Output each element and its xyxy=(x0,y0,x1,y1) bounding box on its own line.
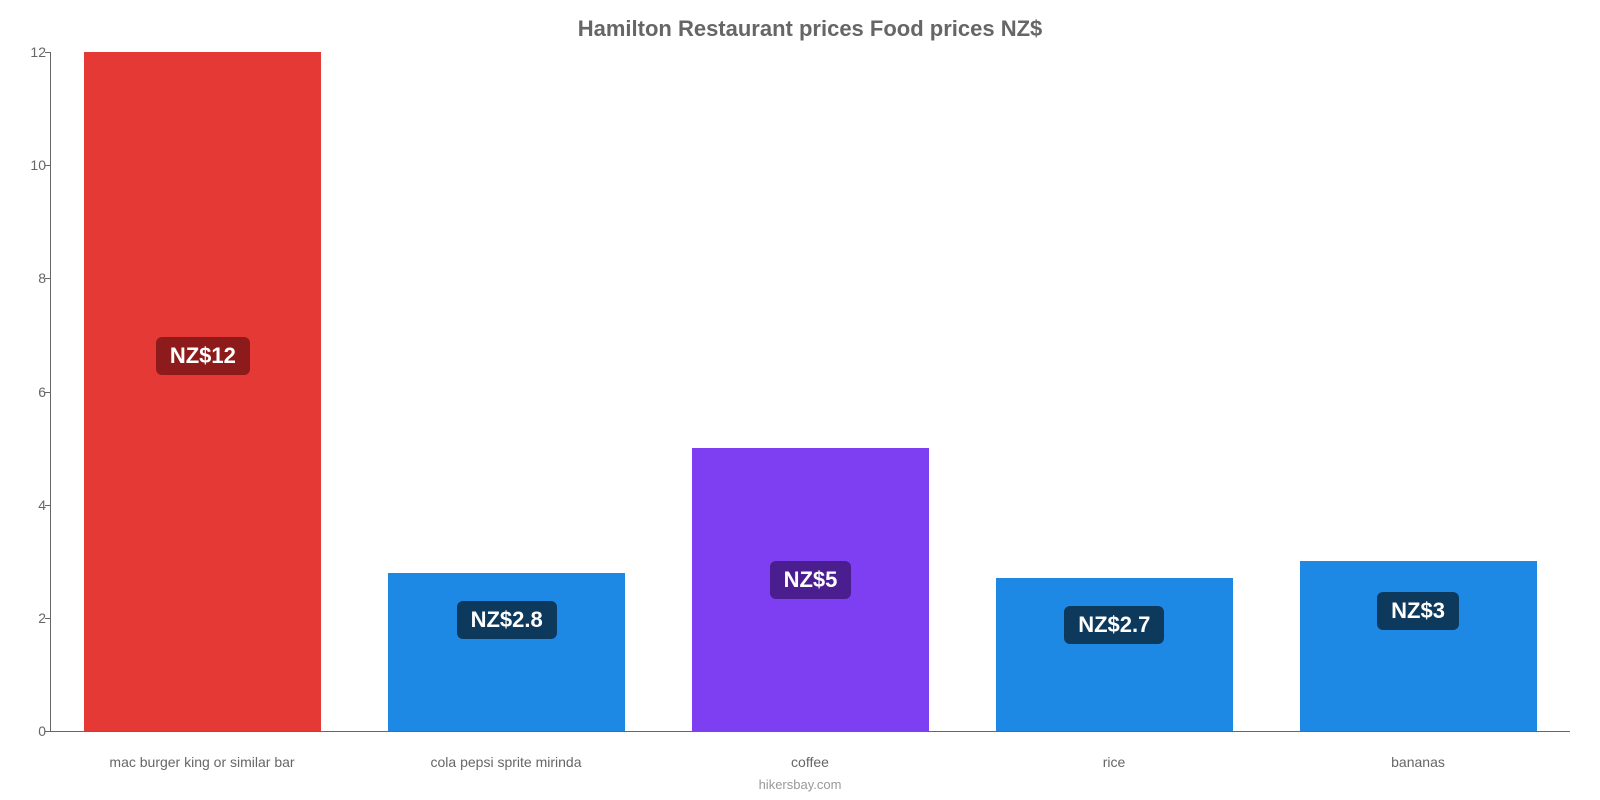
x-tick-label: coffee xyxy=(658,754,962,770)
y-tick-label: 12 xyxy=(11,44,46,60)
y-tick-label: 8 xyxy=(11,270,46,286)
y-tick-mark xyxy=(45,505,51,506)
bar-value-label: NZ$2.8 xyxy=(457,601,557,639)
bar-value-label: NZ$5 xyxy=(770,561,852,599)
bar-slot: NZ$2.7 xyxy=(962,52,1266,731)
bar: NZ$2.8 xyxy=(388,573,625,731)
bar: NZ$12 xyxy=(84,52,321,731)
plot-area: NZ$12NZ$2.8NZ$5NZ$2.7NZ$3 024681012 xyxy=(50,52,1570,732)
y-tick-mark xyxy=(45,731,51,732)
bars-row: NZ$12 NZ$2.8 NZ$5 NZ$2.7 NZ$3 xyxy=(51,52,1570,731)
y-tick-label: 6 xyxy=(11,384,46,400)
bar-slot: NZ$5 xyxy=(659,52,963,731)
bar: NZ$5 xyxy=(692,448,929,731)
chart-container: Hamilton Restaurant prices Food prices N… xyxy=(0,0,1600,800)
x-tick-label: bananas xyxy=(1266,754,1570,770)
chart-title: Hamilton Restaurant prices Food prices N… xyxy=(50,10,1570,52)
attribution-text: hikersbay.com xyxy=(0,777,1600,792)
y-tick-label: 10 xyxy=(11,157,46,173)
bar-slot: NZ$12 xyxy=(51,52,355,731)
x-tick-label: cola pepsi sprite mirinda xyxy=(354,754,658,770)
y-tick-mark xyxy=(45,52,51,53)
y-tick-mark xyxy=(45,278,51,279)
y-tick-mark xyxy=(45,165,51,166)
x-tick-label: rice xyxy=(962,754,1266,770)
bar-slot: NZ$2.8 xyxy=(355,52,659,731)
bar-value-label: NZ$12 xyxy=(156,337,250,375)
bar-value-label: NZ$2.7 xyxy=(1064,606,1164,644)
y-tick-label: 2 xyxy=(11,610,46,626)
x-axis-labels: mac burger king or similar barcola pepsi… xyxy=(50,754,1570,770)
y-tick-mark xyxy=(45,618,51,619)
bar-value-label: NZ$3 xyxy=(1377,592,1459,630)
y-tick-label: 0 xyxy=(11,723,46,739)
y-tick-label: 4 xyxy=(11,497,46,513)
y-tick-mark xyxy=(45,392,51,393)
x-tick-label: mac burger king or similar bar xyxy=(50,754,354,770)
bar: NZ$2.7 xyxy=(996,578,1233,731)
bar: NZ$3 xyxy=(1300,561,1537,731)
bar-slot: NZ$3 xyxy=(1266,52,1570,731)
